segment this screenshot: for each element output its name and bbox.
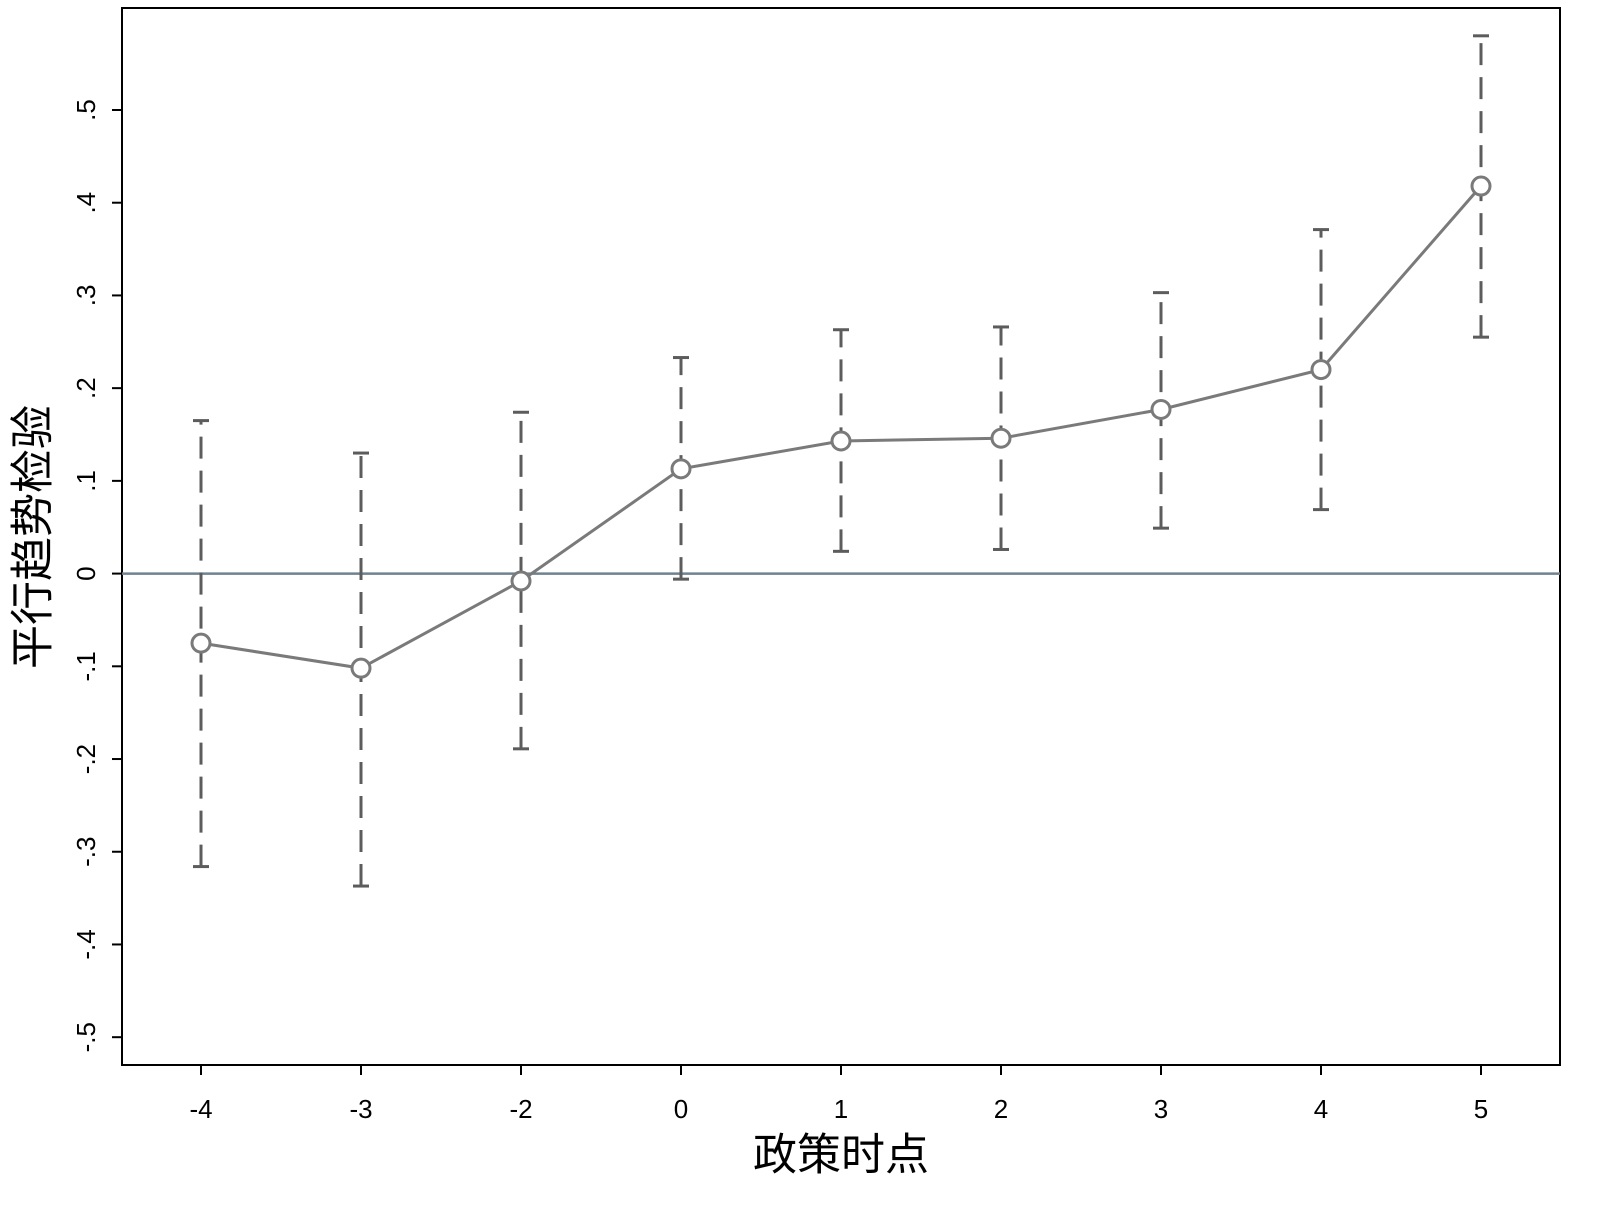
y-tick-label: -.4 <box>71 929 101 959</box>
x-tick-label: 3 <box>1154 1094 1168 1124</box>
y-tick-label: -.5 <box>71 1022 101 1052</box>
point <box>1150 398 1172 420</box>
point <box>990 427 1012 449</box>
x-tick-label: -2 <box>509 1094 532 1124</box>
point <box>830 430 852 452</box>
point <box>350 657 372 679</box>
x-tick-label: 0 <box>674 1094 688 1124</box>
y-tick-label: -.3 <box>71 837 101 867</box>
x-tick-label: -3 <box>349 1094 372 1124</box>
y-tick-label: .1 <box>71 470 101 492</box>
point <box>510 570 532 592</box>
y-tick-label: 0 <box>71 566 101 580</box>
x-tick-label: 1 <box>834 1094 848 1124</box>
y-tick-label: -.1 <box>71 651 101 681</box>
y-tick-label: .3 <box>71 285 101 307</box>
point <box>1470 175 1492 197</box>
x-axis-label: 政策时点 <box>753 1131 929 1180</box>
y-tick-label: .4 <box>71 192 101 214</box>
point <box>670 458 692 480</box>
y-tick-label: .2 <box>71 377 101 399</box>
x-tick-label: 5 <box>1474 1094 1488 1124</box>
y-tick-label: .5 <box>71 99 101 121</box>
point <box>190 632 212 654</box>
y-tick-label: -.2 <box>71 744 101 774</box>
series-line <box>200 185 1483 670</box>
x-tick-label: 2 <box>994 1094 1008 1124</box>
x-tick-label: -4 <box>189 1094 212 1124</box>
x-tick-label: 4 <box>1314 1094 1328 1124</box>
point <box>1310 359 1332 381</box>
y-axis-label: 平行趋势检验 <box>9 405 58 669</box>
